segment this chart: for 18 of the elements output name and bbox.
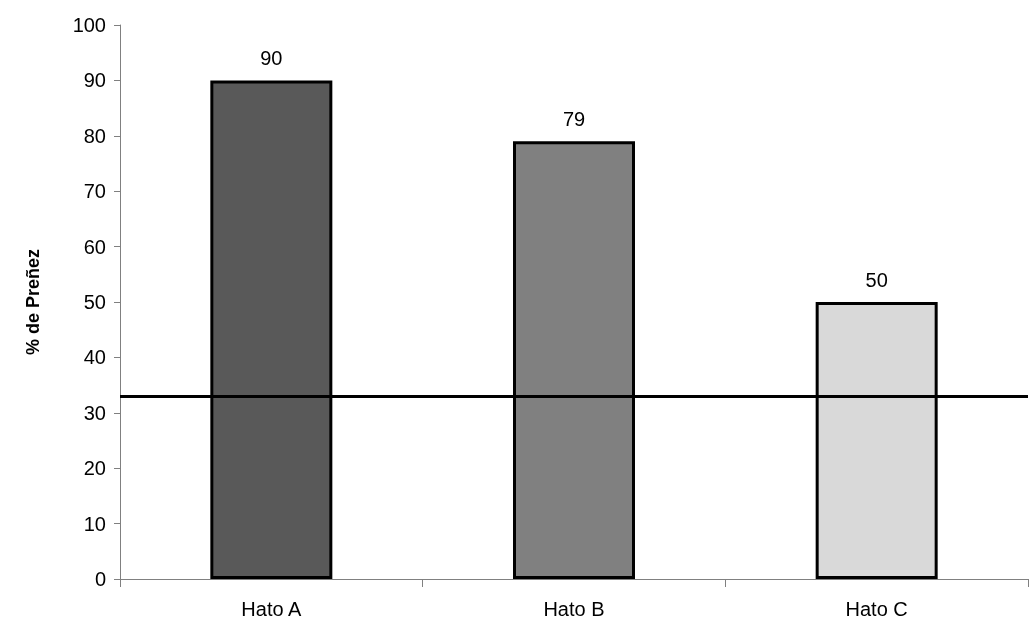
x-tick-label: Hato C — [845, 598, 908, 620]
x-tick-label: Hato B — [543, 598, 605, 620]
data-label: 90 — [260, 47, 283, 70]
y-tick-label: 50 — [83, 291, 106, 313]
y-tick-label: 90 — [83, 69, 106, 92]
y-tick-label: 100 — [72, 14, 106, 36]
y-tick-label: 60 — [83, 235, 106, 258]
y-tick-label: 20 — [83, 457, 106, 480]
y-tick-label: 0 — [94, 568, 106, 590]
y-axis-title: % de Preñez — [23, 248, 43, 356]
y-tick-label: 40 — [83, 346, 106, 369]
y-tick-label: 70 — [83, 180, 106, 203]
y-tick-label: 30 — [83, 401, 106, 424]
y-tick-label: 80 — [83, 124, 106, 147]
x-tick-label: Hato A — [241, 598, 303, 620]
y-tick-label: 10 — [83, 512, 106, 535]
data-label: 50 — [865, 269, 888, 291]
data-label: 79 — [562, 108, 586, 131]
